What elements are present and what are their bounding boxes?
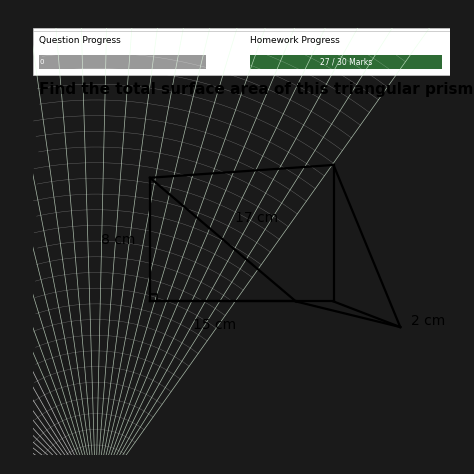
Text: Homework Progress: Homework Progress [250, 36, 340, 45]
Text: Find the total surface area of this triangular prism.: Find the total surface area of this tria… [39, 82, 474, 97]
Bar [250, 55, 442, 69]
Text: 27 / 30 Marks: 27 / 30 Marks [320, 58, 372, 67]
Bar [33, 28, 450, 74]
Text: 8 cm: 8 cm [101, 233, 136, 246]
Bar [39, 55, 206, 69]
Text: 15 cm: 15 cm [193, 318, 236, 332]
Text: 0: 0 [39, 59, 44, 65]
Text: 17 cm: 17 cm [236, 210, 279, 225]
Text: 2 cm: 2 cm [410, 314, 445, 328]
Text: Question Progress: Question Progress [39, 36, 121, 45]
